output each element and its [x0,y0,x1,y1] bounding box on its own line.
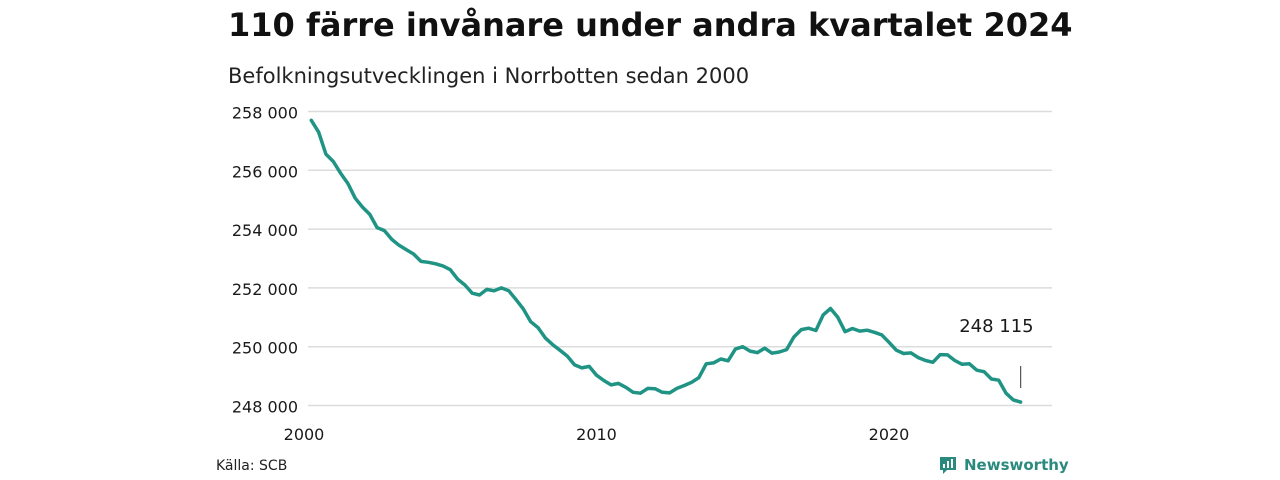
x-axis-tick-labels: 2000 2010 2020 [284,425,910,444]
line-chart: 248 000 250 000 252 000 254 000 256 000 258 0… [232,104,1052,444]
y-tick-label: 258 000 [232,104,298,123]
source-note: Källa: SCB [216,458,288,474]
newsworthy-logo-icon [940,457,956,474]
chart-title: 110 färre invånare under andra kvartalet… [228,6,1073,44]
x-tick-label: 2010 [576,425,617,444]
y-tick-label: 248 000 [232,398,298,417]
y-tick-label: 254 000 [232,221,298,240]
brand-logo: Newsworthy [938,455,1069,475]
chart-subtitle: Befolkningsutvecklingen i Norrbotten sed… [228,64,750,88]
series-line [309,118,1023,404]
y-axis-tick-labels: 248 000 250 000 252 000 254 000 256 000 258 0… [232,104,298,417]
annotation-layer: 248 115 [959,316,1034,388]
y-tick-label: 250 000 [232,339,298,358]
x-tick-label: 2020 [869,425,910,444]
annotation-label: 248 115 [959,316,1033,337]
brand-name: Newsworthy [964,456,1069,474]
x-tick-label: 2000 [284,425,325,444]
grid-lines [308,110,1052,407]
y-tick-label: 252 000 [232,280,298,299]
series-layer [309,118,1023,404]
y-tick-label: 256 000 [232,162,298,181]
